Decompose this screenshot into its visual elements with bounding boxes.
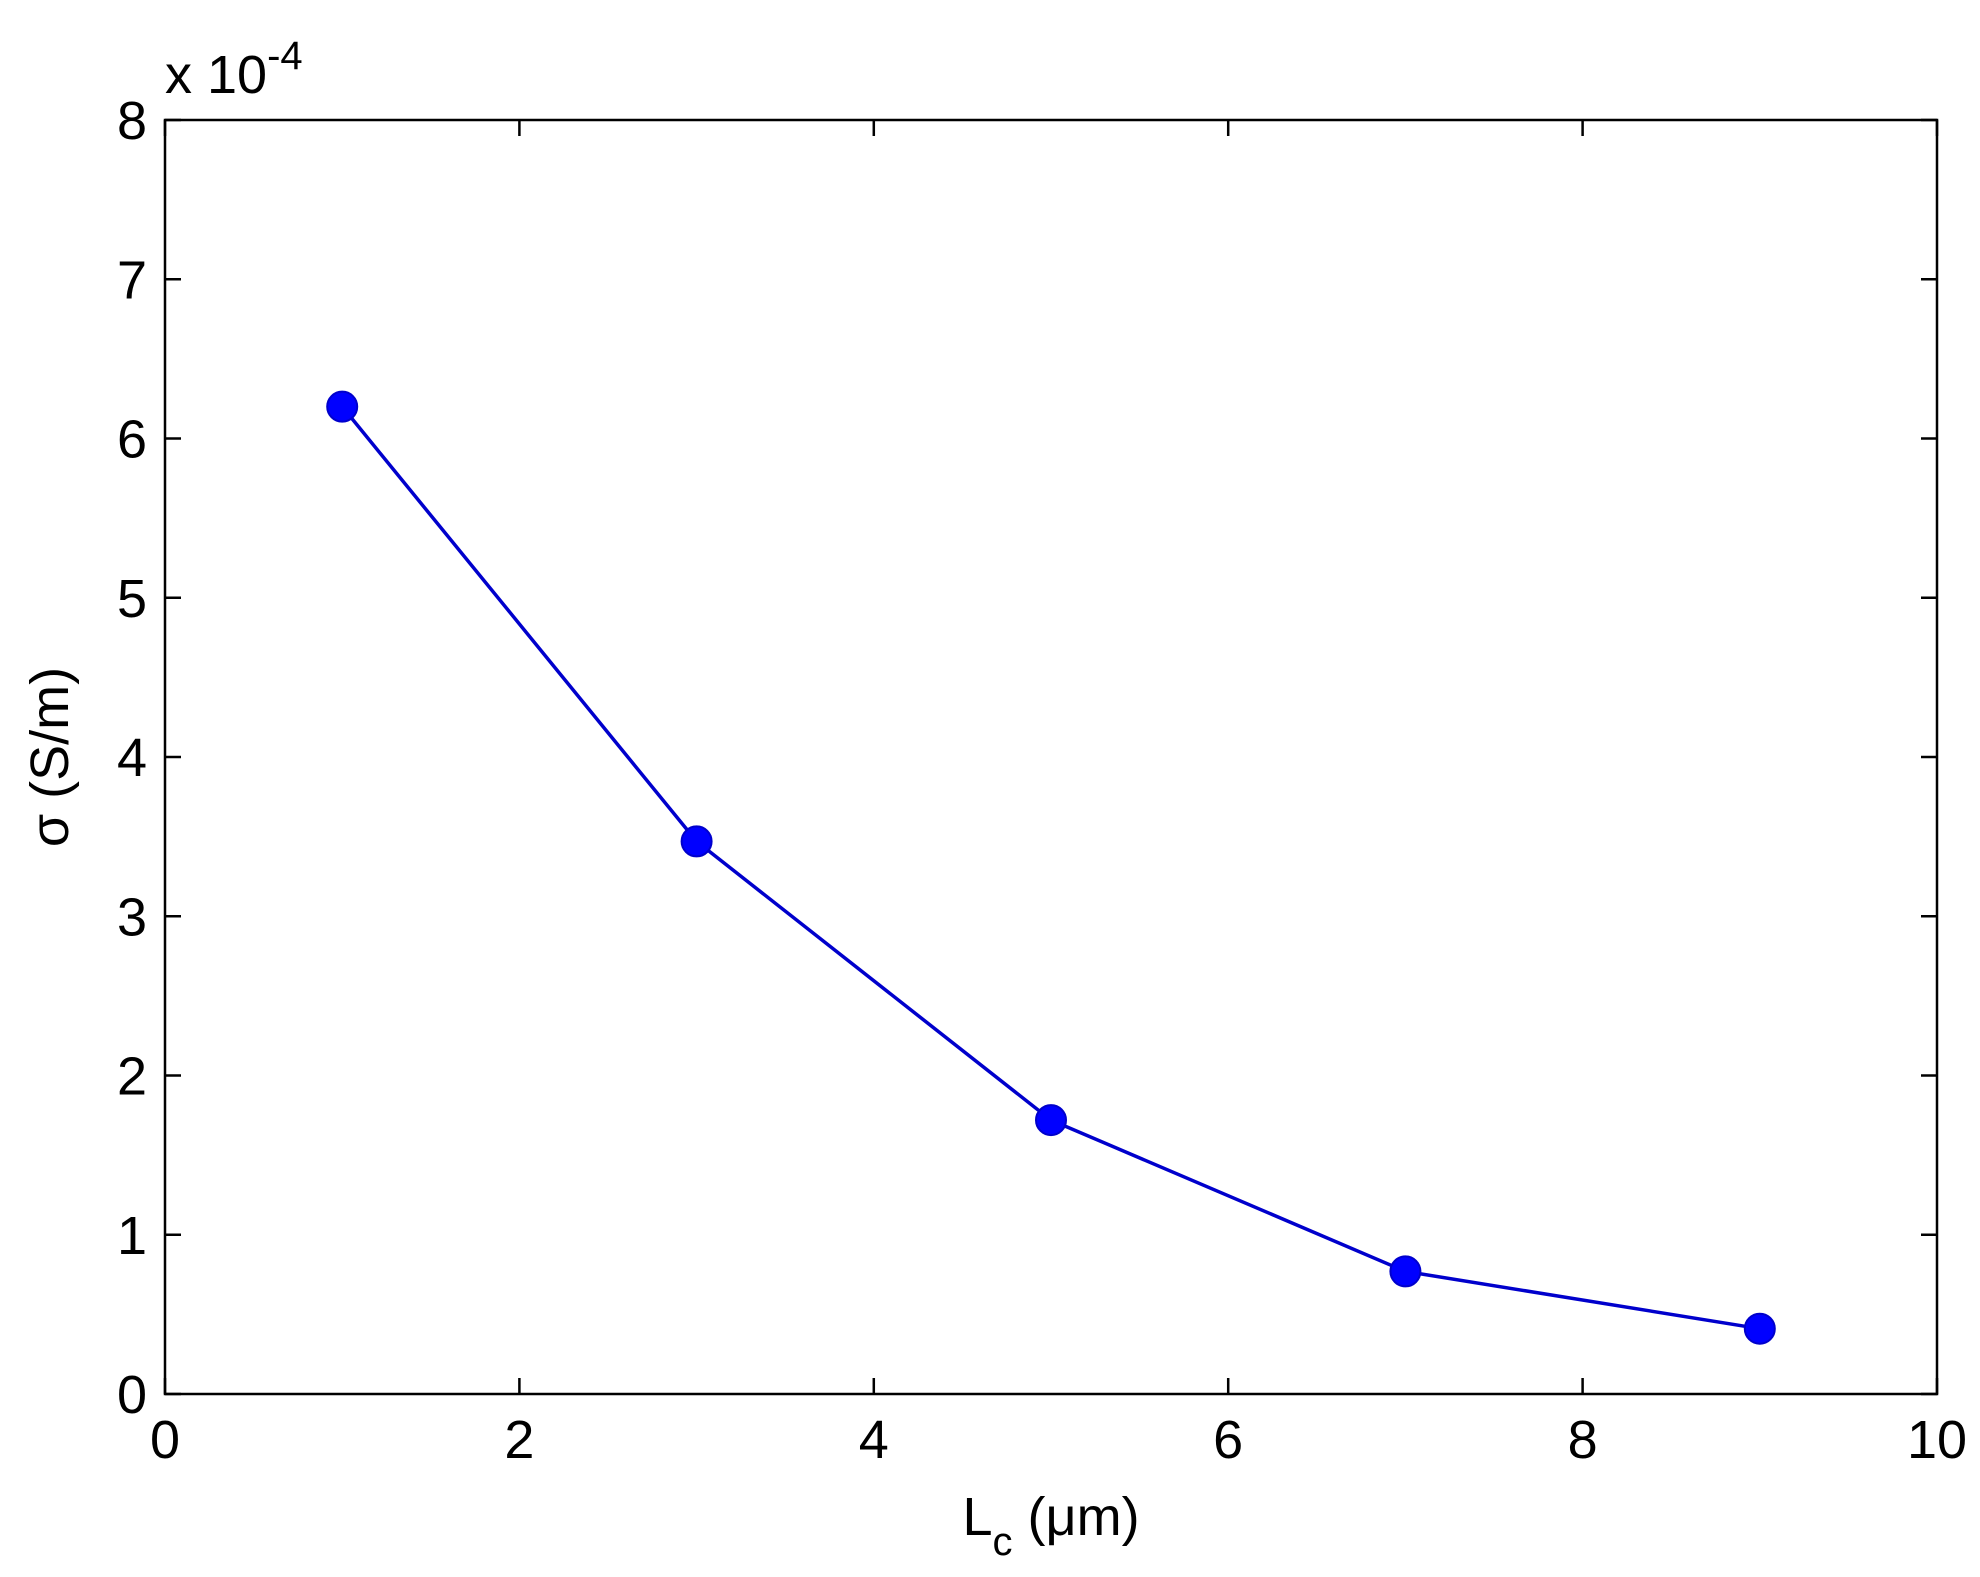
data-point	[1389, 1255, 1422, 1288]
x-tick-labels: 0 2 4 6 8 10	[150, 1410, 1967, 1470]
y-tick-label: 4	[117, 728, 147, 788]
x-tick-label: 2	[504, 1410, 534, 1470]
tick-marks	[163, 118, 1939, 1396]
y-tick-label: 3	[117, 887, 147, 947]
x-tick-label: 6	[1213, 1410, 1243, 1470]
y-tick-label: 1	[117, 1206, 147, 1266]
data-point	[680, 825, 713, 858]
y-tick-label: 7	[117, 250, 147, 310]
y-tick-label: 6	[117, 410, 147, 470]
y-tick-label: 5	[117, 569, 147, 629]
y-axis-label: σ (S/m)	[20, 667, 80, 847]
x-tick-label: 10	[1907, 1410, 1967, 1470]
y-tick-labels: 0 1 2 3 4 5 6 7 8	[117, 91, 147, 1425]
data-series	[326, 390, 1776, 1345]
data-point	[1035, 1104, 1067, 1137]
y-axis-multiplier: x 10-4	[165, 34, 303, 105]
x-axis-label: Lc (μm)	[962, 1487, 1139, 1564]
data-point	[1743, 1312, 1776, 1345]
x-tick-label: 4	[859, 1410, 889, 1470]
y-tick-label: 0	[117, 1365, 147, 1425]
y-tick-label: 2	[117, 1047, 147, 1107]
plot-area	[163, 118, 1939, 1396]
x-tick-label: 0	[150, 1410, 180, 1470]
data-point	[326, 390, 359, 423]
x-tick-label: 8	[1568, 1410, 1598, 1470]
y-tick-label: 8	[117, 91, 147, 151]
